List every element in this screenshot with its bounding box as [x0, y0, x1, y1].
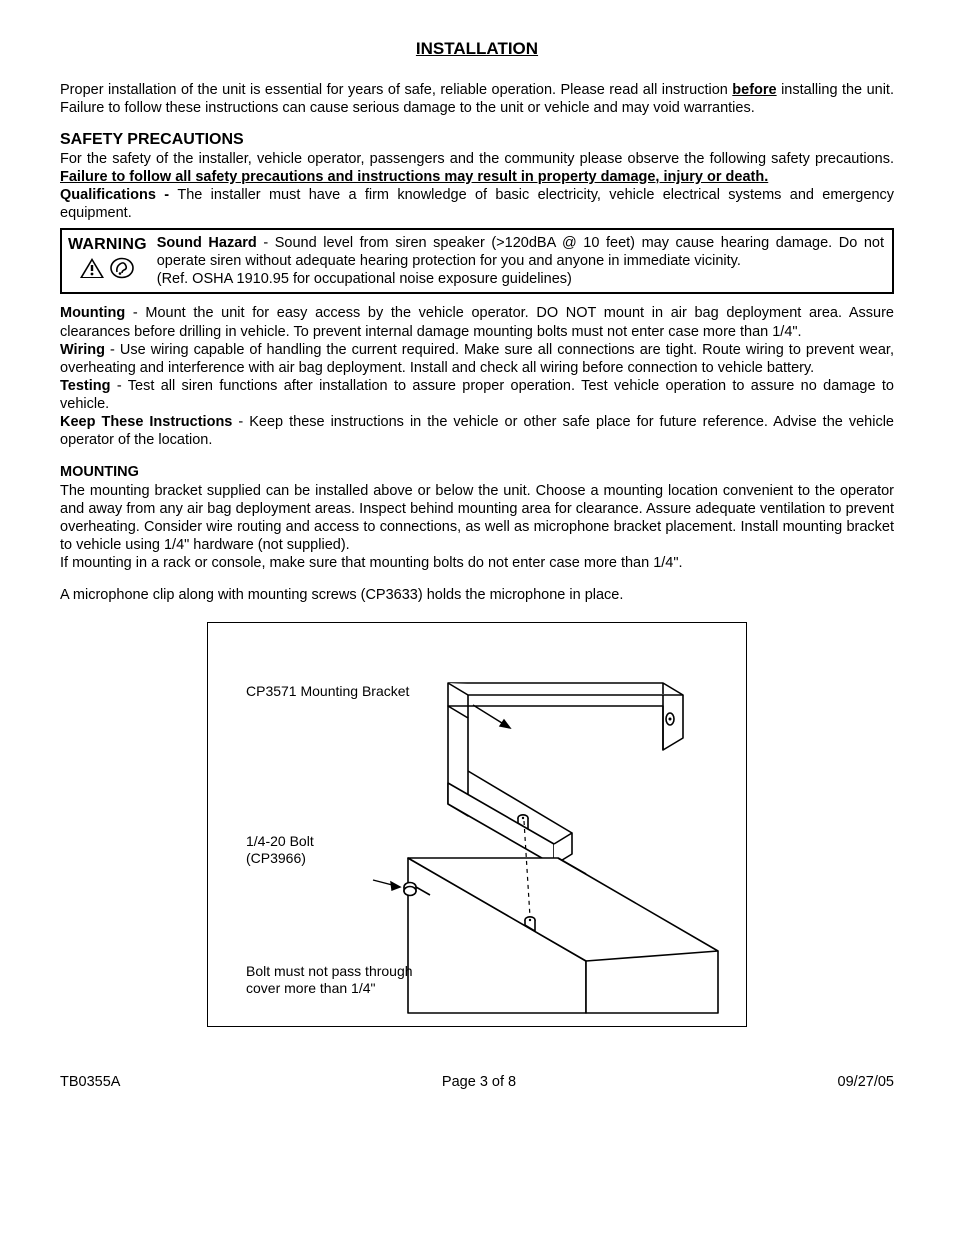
mounting-p3: A microphone clip along with mounting sc…	[60, 586, 894, 604]
warning-text1: - Sound level from siren speaker (>120dB…	[157, 235, 884, 269]
keep-paragraph: Keep These Instructions - Keep these ins…	[60, 413, 894, 449]
wiring-label: Wiring	[60, 342, 105, 358]
qualifications-paragraph: Qualifications - The installer must have…	[60, 186, 894, 222]
warning-icons	[68, 257, 147, 279]
intro-bold: before	[732, 82, 776, 98]
figure-label-bolt: 1/4-20 Bolt (CP3966)	[246, 833, 314, 867]
warning-left: WARNING	[68, 234, 147, 279]
testing-paragraph: Testing - Test all siren functions after…	[60, 377, 894, 413]
mounting-p2: If mounting in a rack or console, make s…	[60, 554, 894, 572]
testing-text: - Test all siren functions after install…	[60, 378, 894, 412]
safety-body: For the safety of the installer, vehicle…	[60, 150, 894, 186]
testing-label: Testing	[60, 378, 110, 394]
figure-label-bolt-line2: (CP3966)	[246, 850, 306, 866]
figure-label-note-line1: Bolt must not pass through	[246, 963, 413, 979]
page-title: INSTALLATION	[60, 38, 894, 59]
ear-protection-icon	[109, 257, 135, 279]
safety-lead: For the safety of the installer, vehicle…	[60, 151, 894, 167]
figure-label-note-line2: cover more than 1/4"	[246, 980, 375, 996]
mounting-text: - Mount the unit for easy access by the …	[60, 305, 894, 339]
wiring-text: - Use wiring capable of handling the cur…	[60, 342, 894, 376]
figure-label-bolt-line1: 1/4-20 Bolt	[246, 833, 314, 849]
alert-triangle-icon	[79, 257, 105, 279]
intro-prefix: Proper installation of the unit is essen…	[60, 82, 732, 98]
footer-center: Page 3 of 8	[442, 1073, 516, 1091]
safety-emph: Failure to follow all safety precautions…	[60, 169, 768, 185]
mounting-heading: MOUNTING	[60, 463, 894, 481]
mounting-paragraph: Mounting - Mount the unit for easy acces…	[60, 304, 894, 340]
safety-section: SAFETY PRECAUTIONS For the safety of the…	[60, 130, 894, 186]
warning-box: WARNING Sound Hazard - Sound level from …	[60, 228, 894, 294]
figure-label-bracket: CP3571 Mounting Bracket	[246, 683, 409, 700]
figure-box: CP3571 Mounting Bracket 1/4-20 Bolt (CP3…	[207, 622, 747, 1027]
footer-left: TB0355A	[60, 1073, 120, 1091]
warning-text2: (Ref. OSHA 1910.95 for occupational nois…	[157, 271, 572, 287]
intro-paragraph: Proper installation of the unit is essen…	[60, 81, 894, 117]
footer-right: 09/27/05	[838, 1073, 894, 1091]
warning-lead: Sound Hazard	[157, 235, 257, 251]
qualifications-text: The installer must have a firm knowledge…	[60, 187, 894, 221]
mounting-section: MOUNTING The mounting bracket supplied c…	[60, 463, 894, 604]
page-footer: TB0355A Page 3 of 8 09/27/05	[60, 1073, 894, 1091]
warning-text: Sound Hazard - Sound level from siren sp…	[157, 234, 884, 288]
figure-label-note: Bolt must not pass through cover more th…	[246, 963, 413, 997]
safety-heading: SAFETY PRECAUTIONS	[60, 130, 894, 150]
warning-label: WARNING	[68, 235, 147, 255]
keep-label: Keep These Instructions	[60, 414, 232, 430]
mounting-p1: The mounting bracket supplied can be ins…	[60, 482, 894, 555]
mounting-label: Mounting	[60, 305, 125, 321]
wiring-paragraph: Wiring - Use wiring capable of handling …	[60, 341, 894, 377]
qualifications-label: Qualifications -	[60, 187, 177, 203]
